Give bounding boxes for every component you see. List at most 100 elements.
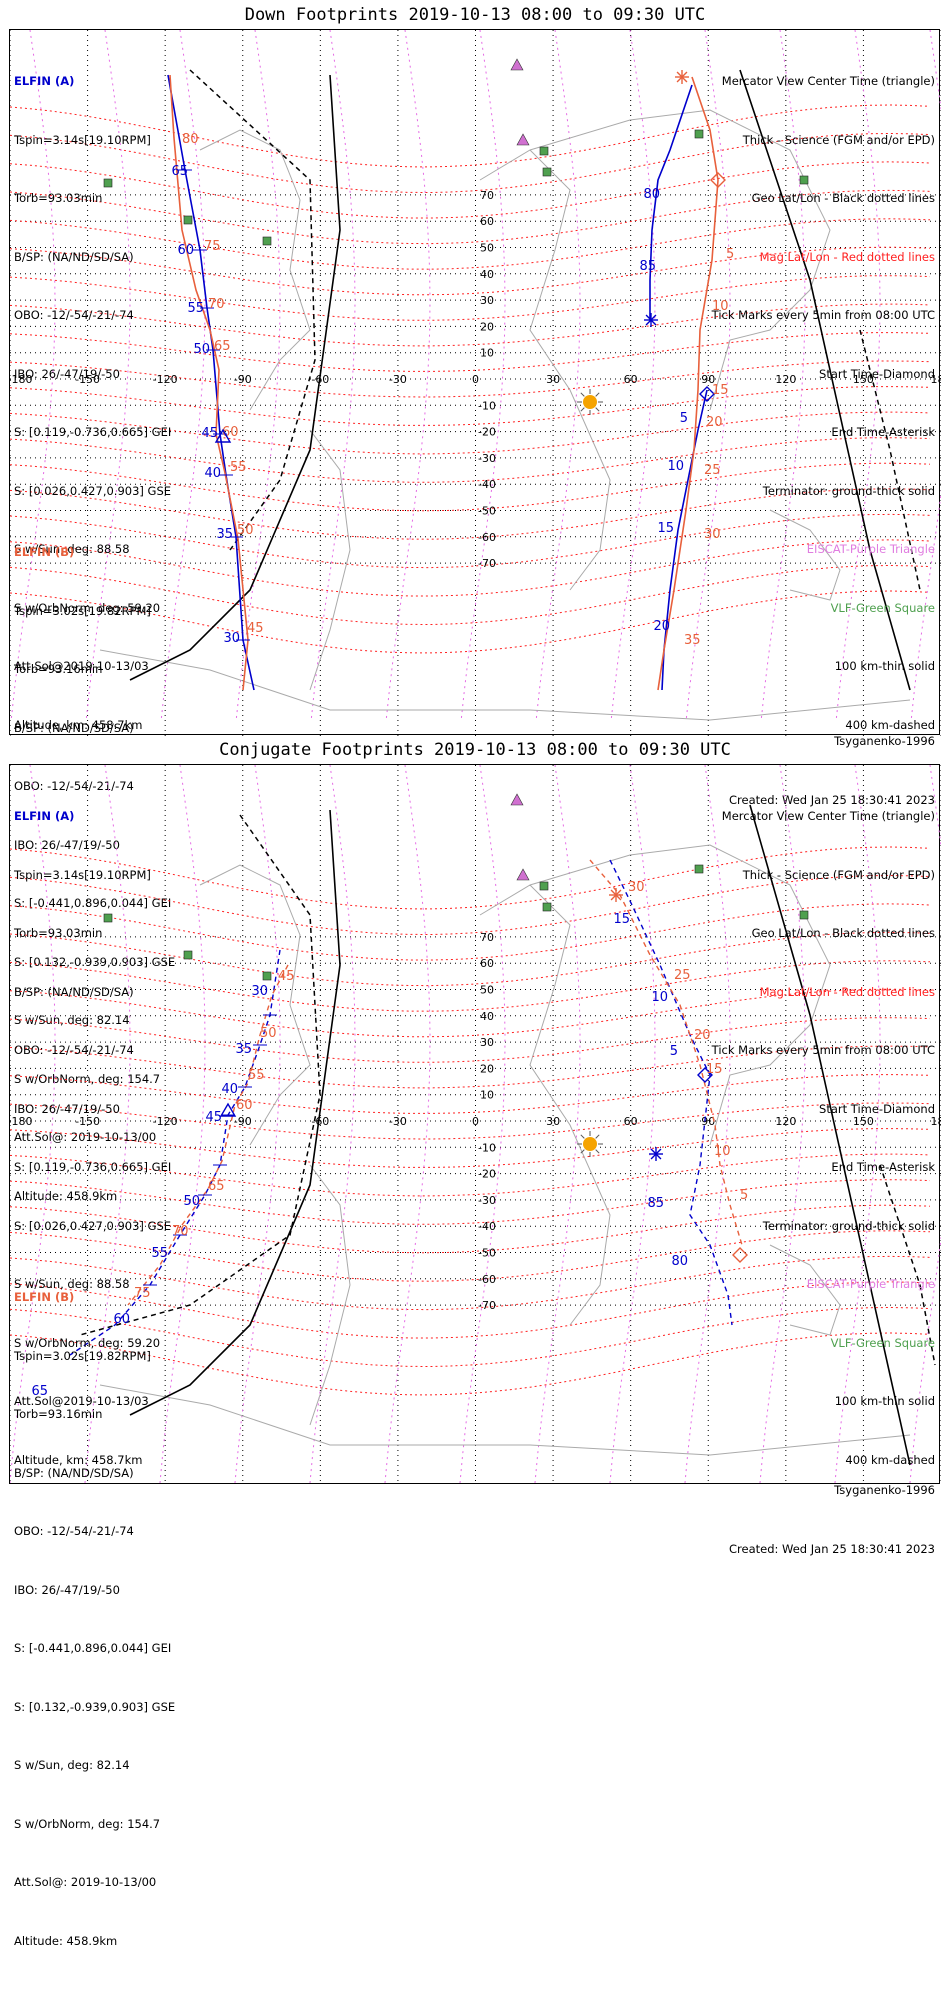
elfin-b-time-label: 10 [714, 1144, 731, 1159]
map-canvas-conjugate: -180-150-120-90-60-300306090120150180706… [10, 765, 941, 1485]
legend-item: 100 km-thin solid [834, 1394, 935, 1408]
mag-lon-curve [609, 765, 656, 1485]
lat-tick-label: -50 [478, 1247, 496, 1260]
coastline [769, 509, 841, 601]
mag-lat-curve [10, 386, 931, 426]
elfin-a-time-label: 15 [613, 912, 630, 927]
lat-tick-label: -70 [478, 557, 496, 570]
info-line: S: [0.026,0.427,0.903] GSE [14, 483, 172, 498]
coastline [529, 844, 831, 1146]
info-line: B/SP: (NA/ND/SD/SA) [14, 249, 134, 264]
elfin-b-header: ELFIN (B) [14, 545, 75, 559]
elfin-b-track [657, 76, 719, 691]
lat-tick-label: -50 [478, 505, 496, 518]
vlf-square-icon [799, 910, 809, 920]
model-label: Tsyganenko-1996 [834, 734, 935, 748]
sun-ray [580, 407, 585, 412]
elfin-b-time-label: 50 [260, 1026, 277, 1041]
elfin-b-time-label: 5 [740, 1188, 748, 1203]
info-line: IBO: 26/-47/19/-50 [14, 1582, 120, 1597]
info-line: S w/Sun, deg: 82.14 [14, 1758, 130, 1772]
mag-lat-curve [10, 590, 931, 654]
elfin-b-time-label: 20 [694, 1028, 711, 1043]
elfin-a-time-label: 5 [670, 1044, 678, 1059]
elfin-b-time-label: 65 [208, 1179, 225, 1194]
mag-lat-curve [10, 1128, 931, 1168]
info-line: S w/OrbNorm, deg: 59.20 [14, 600, 161, 615]
lon-tick-label: 150 [853, 373, 874, 386]
legend-item: Mag Lat/Lon - Red dotted lines [759, 249, 935, 264]
map-canvas-down: -180 -150 -120 -90 -60 -30 0 30 60 90 120 150 180 70 6… [10, 30, 941, 736]
end-asterisk-icon [649, 1147, 663, 1161]
mag-lat-curve [10, 1102, 931, 1140]
asterisk-stroke [650, 1148, 662, 1160]
lat-tick-label: -40 [478, 1220, 496, 1233]
vlf-square-icon [542, 902, 552, 912]
sun-ray [595, 392, 600, 397]
lat-tick-label: -10 [478, 399, 496, 412]
elfin-a-track [167, 74, 255, 691]
altitude-400km-curve [189, 69, 316, 551]
elfin-a-time-label: 85 [639, 259, 656, 274]
lat-tick-label: -60 [478, 531, 496, 544]
panel-title-down: Down Footprints 2019-10-13 08:00 to 09:3… [244, 5, 706, 25]
lon-tick-label: 30 [546, 373, 560, 386]
end-asterisk-icon [609, 888, 623, 902]
legend-item: Start Time-Diamond [819, 1101, 935, 1116]
info-line: IBO: 26/-47/19/-50 [14, 1101, 120, 1116]
coastline [769, 1244, 841, 1336]
coastline [99, 1384, 911, 1456]
legend-item: Mercator View Center Time (triangle) [721, 74, 935, 88]
elfin-b-time-label: 75 [134, 1286, 151, 1301]
info-line: S w/OrbNorm, deg: 59.20 [14, 1335, 161, 1350]
legend-item: Tick Marks every 5min from 08:00 UTC [711, 1043, 935, 1057]
info-line: B/SP: (NA/ND/SD/SA) [14, 720, 134, 735]
legend-item: Mag Lat/Lon - Red dotted lines [759, 984, 935, 999]
sun-disc [583, 1137, 597, 1151]
lon-tick-label: -180 [10, 1115, 32, 1128]
elfin-a-time-label: 60 [113, 1312, 130, 1327]
coastline [99, 649, 911, 721]
elfin-b-time-label: 30 [704, 527, 721, 542]
lon-tick-label: 60 [624, 373, 638, 386]
eiscat-triangle-icon [516, 133, 530, 146]
lat-tick-label: -10 [478, 1141, 496, 1154]
mag-lat-curve [10, 1045, 931, 1089]
asterisk-stroke [610, 889, 622, 901]
eiscat-triangle-icon [516, 868, 530, 881]
coastline [199, 864, 311, 1146]
legend-item: Tick Marks every 5min from 08:00 UTC [711, 308, 935, 322]
sun-icon [577, 1131, 603, 1157]
terminator-curve [749, 804, 911, 1466]
lat-tick-label: 40 [480, 1010, 494, 1023]
mag-lon-curve [684, 765, 731, 1485]
elfin-a-time-label: 10 [667, 459, 684, 474]
info-line: Tspin=3.14s[19.10RPM] [14, 132, 151, 147]
terminator-curve [129, 74, 341, 681]
lon-tick-label: -60 [311, 1115, 329, 1128]
elfin-b-time-label: 20 [706, 415, 723, 430]
lon-tick-label: -120 [153, 373, 178, 386]
lat-tick-label: -20 [478, 1168, 496, 1181]
elfin-b-time-label: 45 [247, 621, 264, 636]
coastline [529, 109, 831, 411]
legend-item: Geo Lat/Lon - Black dotted lines [751, 191, 935, 205]
mag-lat-curve [10, 437, 931, 483]
elfin-b-time-label: 15 [712, 383, 729, 398]
mag-lon-curve [459, 765, 506, 1485]
footer-right-block-down: Tsyganenko-1996 Created: Wed Jan 25 18:3… [729, 693, 935, 849]
lon-tick-label: -150 [75, 373, 100, 386]
legend-conjugate: Mercator View Center Time (triangle) Thi… [712, 768, 935, 1509]
legend-item: Thick - Science (FGM and/or EPD) [742, 132, 935, 147]
elfin-b-time-label: 15 [706, 1062, 723, 1077]
info-line: IBO: 26/-47/19/-50 [14, 837, 120, 852]
lat-tick-label: 60 [480, 215, 494, 228]
lat-tick-label: -20 [478, 426, 496, 439]
info-line: S: [-0.441,0.896,0.044] GEI [14, 1641, 172, 1655]
elfin-b-time-label: 55 [230, 460, 247, 475]
lon-tick-label: -30 [389, 373, 407, 386]
lat-tick-label: 70 [480, 189, 494, 202]
sun-ray [595, 407, 600, 412]
elfin-b-time-label: 50 [237, 523, 254, 538]
elfin-b-time-label: 65 [214, 339, 231, 354]
